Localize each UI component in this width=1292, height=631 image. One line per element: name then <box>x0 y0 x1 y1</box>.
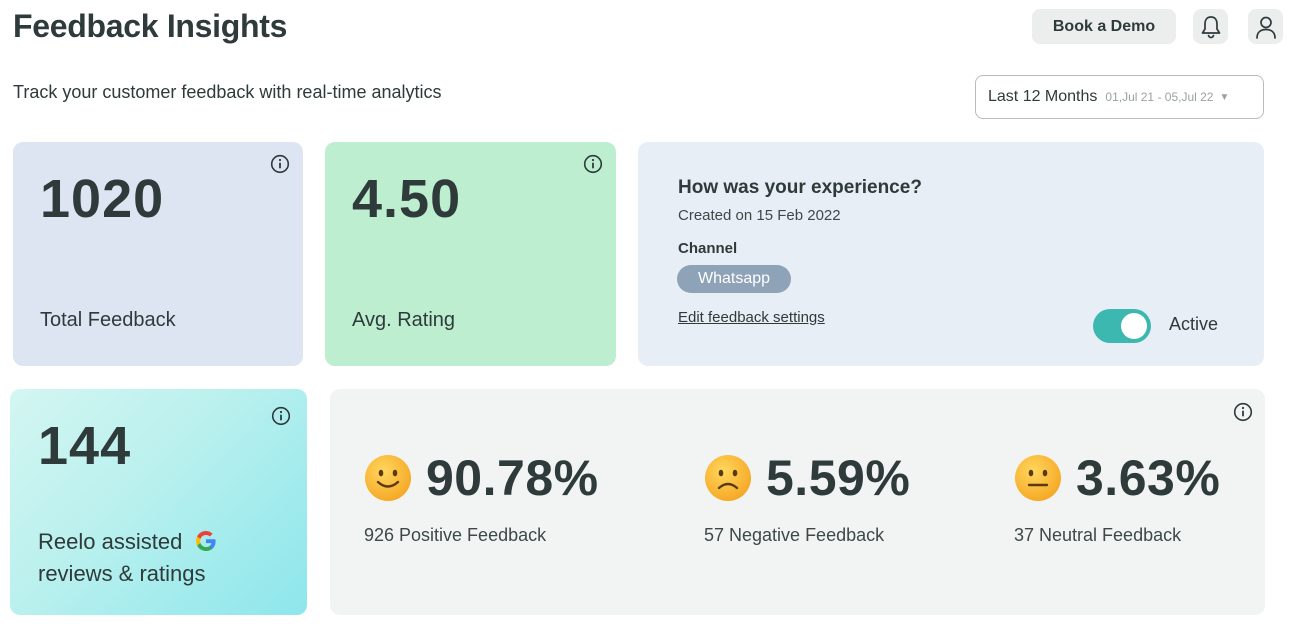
info-icon[interactable] <box>583 154 603 174</box>
page-title: Feedback Insights <box>13 8 288 44</box>
feedback-question: How was your experience? <box>678 177 922 198</box>
negative-percent: 5.59% <box>766 450 911 506</box>
toggle-knob <box>1121 313 1147 339</box>
google-logo-icon <box>196 531 217 552</box>
sentiment-card: 90.78% 926 Positive Feedback 5.59% 57 Ne… <box>330 389 1265 615</box>
feedback-form-card: How was your experience? Created on 15 F… <box>638 142 1264 366</box>
edit-feedback-settings-link[interactable]: Edit feedback settings <box>678 309 825 326</box>
channel-chip: Whatsapp <box>677 265 792 293</box>
avg-rating-card: 4.50 Avg. Rating <box>325 142 616 366</box>
google-reviews-label: Reelo assisted reviews & ratings <box>38 526 218 590</box>
info-icon[interactable] <box>270 154 290 174</box>
created-date: Created on 15 Feb 2022 <box>678 207 841 224</box>
neutral-percent: 3.63% <box>1076 450 1221 506</box>
neutral-stat: 3.63% 37 Neutral Feedback <box>1014 449 1220 546</box>
total-feedback-card: 1020 Total Feedback <box>13 142 303 366</box>
google-reviews-value: 144 <box>38 416 132 476</box>
page-subtitle: Track your customer feedback with real-t… <box>13 82 442 102</box>
active-toggle[interactable] <box>1093 309 1151 343</box>
bell-icon <box>1201 15 1220 38</box>
neutral-label: 37 Neutral Feedback <box>1014 525 1182 545</box>
channel-heading: Channel <box>678 240 738 257</box>
neutral-emoji-icon <box>1015 455 1061 501</box>
avg-rating-value: 4.50 <box>352 169 462 229</box>
caret-down-icon: ▼ <box>1219 91 1230 103</box>
positive-percent: 90.78% <box>426 450 599 506</box>
profile-button[interactable] <box>1248 9 1283 44</box>
total-feedback-label: Total Feedback <box>40 309 176 331</box>
date-range-span: 01,Jul 21 - 05,Jul 22 <box>1105 90 1214 104</box>
google-reviews-label-line2: reviews & ratings <box>38 561 206 586</box>
date-range-label: Last 12 Months <box>988 88 1098 105</box>
book-demo-button[interactable]: Book a Demo <box>1032 9 1176 44</box>
notifications-button[interactable] <box>1193 9 1228 44</box>
positive-label: 926 Positive Feedback <box>364 525 547 545</box>
avg-rating-label: Avg. Rating <box>352 309 456 331</box>
positive-stat: 90.78% 926 Positive Feedback <box>364 449 599 546</box>
info-icon[interactable] <box>271 406 291 426</box>
total-feedback-value: 1020 <box>40 169 165 229</box>
google-reviews-card: 144 Reelo assisted reviews & ratings <box>10 389 307 615</box>
status-label: Active <box>1169 314 1219 334</box>
info-icon[interactable] <box>1233 402 1253 422</box>
user-icon <box>1255 16 1276 39</box>
date-range-select[interactable]: Last 12 Months 01,Jul 21 - 05,Jul 22 ▼ <box>975 75 1264 119</box>
frown-emoji-icon <box>705 455 751 501</box>
negative-stat: 5.59% 57 Negative Feedback <box>704 449 910 546</box>
smile-emoji-icon <box>365 455 411 501</box>
negative-label: 57 Negative Feedback <box>704 525 885 545</box>
google-reviews-label-line1: Reelo assisted <box>38 529 183 554</box>
